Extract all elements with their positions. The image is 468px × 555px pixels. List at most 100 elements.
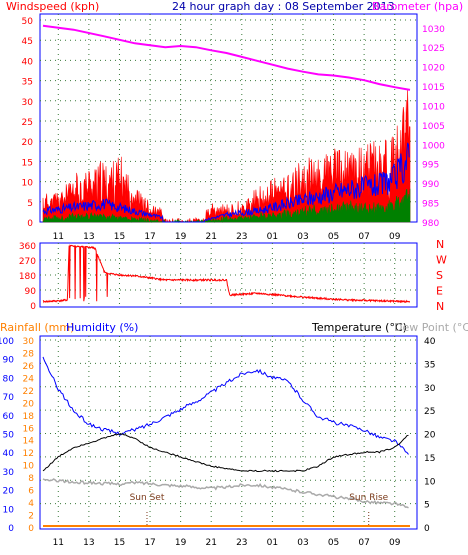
time-tick-label: 09 [389,538,401,548]
barometer-tick-label: 985 [422,200,439,210]
rainfall-tick-label: 24 [23,374,35,384]
temperature-tick-label: 40 [424,337,436,347]
time-tick-label: 03 [297,538,308,548]
barometer-tick-label: 1005 [422,122,445,132]
wind-tick-label: 5 [27,199,33,209]
rainfall-tick-label: 22 [23,387,34,397]
rainfall-tick-label: 26 [23,362,35,372]
temp-panel-frame [39,335,418,530]
barometer-axis-label: Barometer (hpa) [372,0,463,13]
humidity-tick-label: 30 [3,468,15,478]
rainfall-tick-label: 10 [23,462,35,472]
humidity-tick-label: 0 [8,524,14,534]
low-wind-series [42,188,411,224]
rainfall-tick-label: 0 [28,524,34,534]
gust-series [42,88,411,223]
humidity-tick-label: 80 [3,374,15,384]
low-wind-series-area [42,188,411,224]
time-tick-label: 05 [328,538,339,548]
compass-label: N [436,238,444,251]
wind-tick-label: 30 [22,98,34,108]
rainfall-tick-label: 30 [23,337,35,347]
wind-tick-label: 40 [22,57,34,67]
rainfall-tick-label: 2 [28,512,34,522]
humidity-tick-label: 100 [0,337,14,347]
wind-tick-label: 25 [22,118,33,128]
time-tick-label: 15 [114,538,125,548]
humidity-tick-label: 90 [3,356,15,366]
direction-tick-label: 360 [19,242,36,252]
temperature-tick-label: 15 [424,454,435,464]
barometer-tick-label: 990 [422,180,439,190]
time-tick-label: 11 [53,538,64,548]
chart-title: 24 hour graph day : 08 September 2013 [172,0,395,13]
direction-tick-label: 90 [25,287,37,297]
compass-label: E [436,285,443,298]
rainfall-tick-label: 16 [23,424,35,434]
humidity-axis-label: Humidity (%) [66,321,138,334]
rainfall-tick-label: 12 [23,449,34,459]
temperature-axis-label: Temperature (°C) [311,321,407,334]
time-tick-label: 13 [83,538,94,548]
wind-tick-label: 15 [22,158,33,168]
time-tick-label: 21 [205,232,216,242]
time-tick-label: 01 [267,232,278,242]
time-tick-label: 13 [83,232,94,242]
wind-tick-label: 0 [27,219,33,229]
time-tick-label: 15 [114,232,125,242]
direction-tick-label: 270 [19,257,36,267]
barometer-series [42,24,411,91]
time-tick-label: 17 [144,538,155,548]
dewpoint-axis-label: Dew Point (°C) [394,321,468,334]
temperature-tick-label: 5 [424,501,430,511]
rainfall-axis-label: Rainfall (mm) [0,321,74,334]
barometer-tick-label: 1025 [422,44,445,54]
humidity-tick-label: 10 [3,505,15,515]
humidity-tick-label: 60 [3,412,15,422]
barometer-tick-label: 980 [422,219,439,229]
sun-rise-label: Sun Rise [349,493,388,503]
barometer-tick-label: 995 [422,161,439,171]
humidity-tick-label: 50 [3,431,15,441]
compass-label: S [436,269,443,282]
windspeed-axis-label: Windspeed (kph) [6,0,99,13]
time-tick-label: 07 [358,538,369,548]
rainfall-tick-label: 18 [23,412,35,422]
rainfall-tick-label: 6 [28,487,34,497]
barometer-tick-label: 1020 [422,64,445,74]
barometer-tick-label: 1000 [422,141,445,151]
temperature-tick-label: 20 [424,431,436,441]
wind-tick-label: 35 [22,78,33,88]
dewpoint-series [42,478,409,509]
time-tick-label: 07 [358,232,369,242]
wind-tick-label: 50 [22,17,34,27]
time-tick-label: 19 [175,538,187,548]
barometer-tick-label: 1030 [422,25,445,35]
rainfall-tick-label: 4 [28,499,34,509]
time-tick-label: 19 [175,232,187,242]
compass-label: N [436,300,444,313]
avg-wind-series [42,142,410,223]
sun-set-label: Sun Set [130,493,165,503]
humidity-series [42,356,409,455]
rainfall-tick-label: 14 [23,437,35,447]
temperature-series [42,433,409,473]
direction-tick-label: 0 [30,302,36,312]
temperature-tick-label: 10 [424,477,436,487]
barometer-tick-label: 1010 [422,102,445,112]
temperature-tick-label: 0 [424,524,430,534]
wind-tick-label: 10 [22,179,34,189]
gust-series-area [42,88,411,223]
temperature-tick-label: 30 [424,384,436,394]
wind-tick-label: 20 [22,138,34,148]
time-tick-label: 01 [267,538,278,548]
compass-label: W [436,254,447,267]
rainfall-tick-label: 8 [28,474,34,484]
time-tick-label: 23 [236,538,247,548]
time-tick-label: 21 [205,538,216,548]
wind-barometer-panel: 0510152025303540455098098599099510001005… [22,13,445,242]
rainfall-tick-label: 20 [23,399,35,409]
humidity-tick-label: 70 [3,393,15,403]
humidity-tick-label: 40 [3,449,15,459]
